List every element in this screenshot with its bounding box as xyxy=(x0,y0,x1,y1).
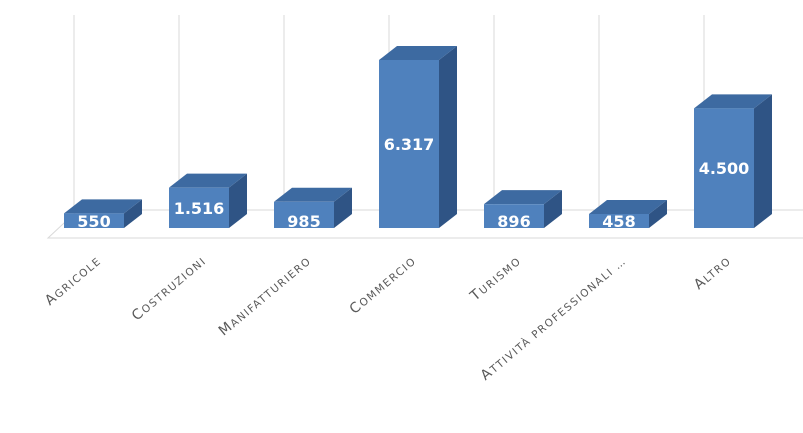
bar-top-face xyxy=(169,173,247,188)
bar-side-face xyxy=(439,46,457,228)
bar-front-face xyxy=(274,201,334,228)
bar-front-face xyxy=(64,213,124,228)
bar-side-face xyxy=(229,173,247,228)
bar-top-face xyxy=(274,187,352,202)
category-label-costruzioni: COSTRUZIONI xyxy=(129,253,210,324)
data-label-agricole: 550 xyxy=(77,212,110,231)
bar-altro xyxy=(694,94,772,228)
bar-turismo xyxy=(484,190,562,228)
bar-commercio xyxy=(379,46,457,228)
bar-front-face xyxy=(484,204,544,228)
data-label-turismo: 896 xyxy=(497,212,530,231)
bar-top-face xyxy=(589,200,667,214)
bar-costruzioni xyxy=(169,173,247,228)
bar-side-face xyxy=(334,187,352,228)
data-label-altro: 4.500 xyxy=(699,159,750,178)
bar-front-face xyxy=(169,187,229,228)
bar-top-face xyxy=(694,94,772,109)
bar-top-face xyxy=(484,190,562,205)
data-label-attivita-professionali: 458 xyxy=(602,212,635,231)
bar-side-face xyxy=(124,199,142,228)
bar-top-face xyxy=(64,199,142,214)
category-label-commercio: COMMERCIO xyxy=(347,253,420,318)
category-label-manifatturiero: MANIFATTURIERO xyxy=(216,253,315,340)
data-label-manifatturiero: 985 xyxy=(287,212,320,231)
bar-front-face xyxy=(694,108,754,228)
category-label-agricole: AGRICOLE xyxy=(42,253,105,309)
bar-manifatturiero xyxy=(274,187,352,228)
bar-side-face xyxy=(649,200,667,228)
category-label-turismo: TURISMO xyxy=(467,253,525,305)
chart-bars xyxy=(64,46,772,228)
bar-agricole xyxy=(64,199,142,228)
bar-side-face xyxy=(754,94,772,228)
bar-attivita-professionali xyxy=(589,200,667,228)
chart-data-labels: 550 1.516 985 6.317 896 458 4.500 xyxy=(77,135,749,231)
category-label-altro: ALTRO xyxy=(691,253,735,293)
bar-front-face xyxy=(589,214,649,228)
bar-top-face xyxy=(379,46,457,60)
data-label-commercio: 6.317 xyxy=(384,135,435,154)
bar-side-face xyxy=(544,190,562,228)
data-label-costruzioni: 1.516 xyxy=(174,199,225,218)
bar-front-face xyxy=(379,60,439,228)
